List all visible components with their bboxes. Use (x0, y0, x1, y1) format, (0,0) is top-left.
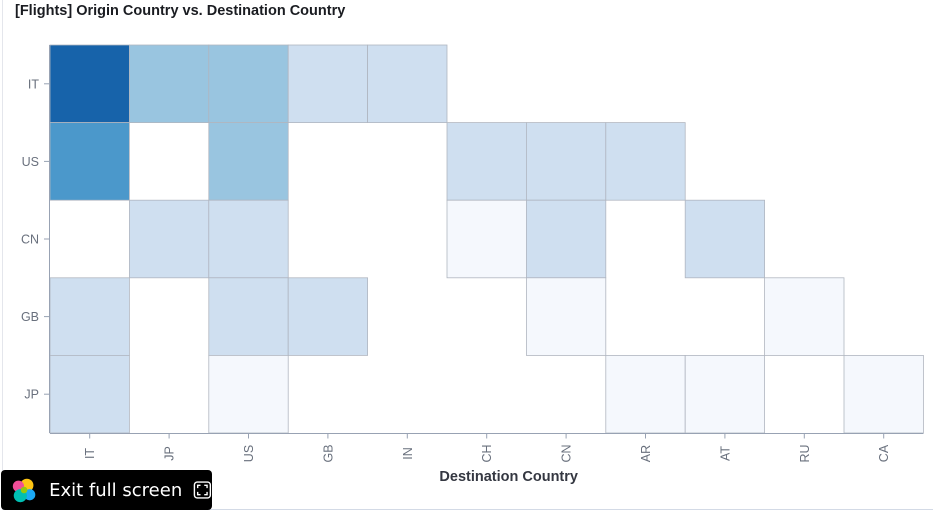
heatmap-cell-us-us (208, 122, 289, 201)
x-tick-label: CN (560, 444, 574, 462)
heatmap-cell-cn-jp (128, 199, 210, 279)
heatmap-cell-cn-ch (446, 199, 527, 279)
heatmap-cell-gb-cn (526, 277, 607, 356)
exit-full-screen-label: Exit full screen (49, 479, 183, 501)
heatmap-cell-cn-cn (526, 199, 607, 279)
heatmap-cell-gb-us (208, 277, 289, 356)
y-tick-label: CN (21, 233, 39, 247)
heatmap-cell-cn-us (208, 199, 289, 279)
x-tick-label: IT (83, 448, 97, 459)
heatmap-cell-cn-at (684, 199, 766, 279)
heatmap-cell-it-gb (287, 44, 369, 123)
heatmap-cell-it-it (49, 44, 130, 123)
heatmap-cell-jp-at (684, 354, 766, 434)
heatmap-cell-it-us (208, 44, 289, 123)
x-tick-label: CH (480, 444, 494, 462)
heatmap-cell-gb-ru (764, 277, 845, 356)
heatmap-cell-us-ch (446, 122, 527, 201)
y-tick-label: GB (21, 310, 39, 324)
fullscreen-exit-icon (193, 481, 212, 499)
y-tick-label: JP (24, 388, 39, 402)
elastic-logo-icon (12, 478, 36, 503)
x-tick-label: RU (798, 444, 812, 462)
x-tick-label: IN (401, 447, 415, 460)
x-tick-label: AT (718, 446, 732, 461)
y-tick-label: US (22, 155, 39, 169)
heatmap-cell-gb-it (49, 277, 130, 356)
y-tick-label: IT (28, 77, 39, 91)
heatmap-cell-it-in (367, 44, 448, 123)
exit-full-screen-button[interactable]: Exit full screen (1, 470, 212, 510)
heatmap-cell-jp-ar (605, 354, 686, 434)
x-tick-label: CA (877, 444, 891, 462)
x-tick-label: US (242, 445, 256, 462)
x-tick-label: GB (321, 444, 335, 462)
x-tick-label: AR (639, 445, 653, 462)
heatmap-cell-it-jp (128, 44, 210, 123)
heatmap-cell-jp-us (208, 354, 289, 434)
x-axis-title: Destination Country (439, 469, 578, 485)
heatmap-cell-us-ar (605, 122, 686, 201)
heatmap-cell-us-it (49, 122, 130, 201)
heatmap-cell-us-cn (526, 122, 607, 201)
heatmap-cell-gb-gb (287, 277, 369, 356)
x-tick-label: JP (163, 446, 177, 461)
heatmap-cell-jp-ca (843, 354, 924, 434)
heatmap-cell-jp-it (49, 354, 130, 434)
panel-title: [Flights] Origin Country vs. Destination… (15, 3, 346, 19)
